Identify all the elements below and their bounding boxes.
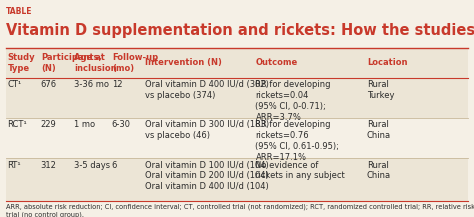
Text: Location: Location [367, 58, 407, 67]
Text: Participants,
(N): Participants, (N) [41, 53, 101, 73]
Text: 676: 676 [41, 80, 57, 89]
Text: Rural
China: Rural China [367, 161, 391, 180]
Text: 6-30: 6-30 [112, 120, 131, 129]
Text: ARR, absolute risk reduction; CI, confidence interval; CT, controlled trial (not: ARR, absolute risk reduction; CI, confid… [6, 204, 474, 217]
Text: 3-5 days: 3-5 days [74, 161, 110, 169]
Text: No evidence of
rickets in any subject: No evidence of rickets in any subject [255, 161, 345, 180]
Text: Vitamin D supplementation and rickets: How the studies stack up: Vitamin D supplementation and rickets: H… [6, 23, 474, 38]
Text: CT¹: CT¹ [8, 80, 22, 89]
Text: Rural
Turkey: Rural Turkey [367, 80, 394, 100]
Text: Rural
China: Rural China [367, 120, 391, 140]
Bar [6, 48, 468, 78]
Bar [6, 78, 468, 118]
Text: TABLE: TABLE [6, 7, 32, 15]
Text: Follow-up
(mo): Follow-up (mo) [112, 53, 158, 73]
Text: Intervention (N): Intervention (N) [145, 58, 222, 67]
Text: Outcome: Outcome [255, 58, 298, 67]
Text: 1 mo: 1 mo [74, 120, 95, 129]
Text: Oral vitamin D 100 IU/d (104)
Oral vitamin D 200 IU/d (104)
Oral vitamin D 400 I: Oral vitamin D 100 IU/d (104) Oral vitam… [145, 161, 269, 191]
Text: Oral vitamin D 400 IU/d (302)
vs placebo (374): Oral vitamin D 400 IU/d (302) vs placebo… [145, 80, 269, 100]
Text: 12: 12 [112, 80, 122, 89]
Text: Age at
inclusion: Age at inclusion [74, 53, 117, 73]
Text: 3-36 mo: 3-36 mo [74, 80, 109, 89]
Text: RR for developing
rickets=0.76
(95% CI, 0.61-0.95);
ARR=17.1%: RR for developing rickets=0.76 (95% CI, … [255, 120, 339, 162]
Bar [6, 158, 468, 201]
Text: RCT¹: RCT¹ [8, 120, 27, 129]
Text: 229: 229 [41, 120, 56, 129]
Text: RT¹: RT¹ [8, 161, 21, 169]
Text: RR for developing
rickets=0.04
(95% CI, 0-0.71);
ARR=3.7%: RR for developing rickets=0.04 (95% CI, … [255, 80, 331, 122]
Bar [6, 118, 468, 158]
Text: Study
Type: Study Type [8, 53, 35, 73]
Text: 6: 6 [112, 161, 117, 169]
Text: 312: 312 [41, 161, 56, 169]
Text: Oral vitamin D 300 IU/d (183)
vs placebo (46): Oral vitamin D 300 IU/d (183) vs placebo… [145, 120, 269, 140]
